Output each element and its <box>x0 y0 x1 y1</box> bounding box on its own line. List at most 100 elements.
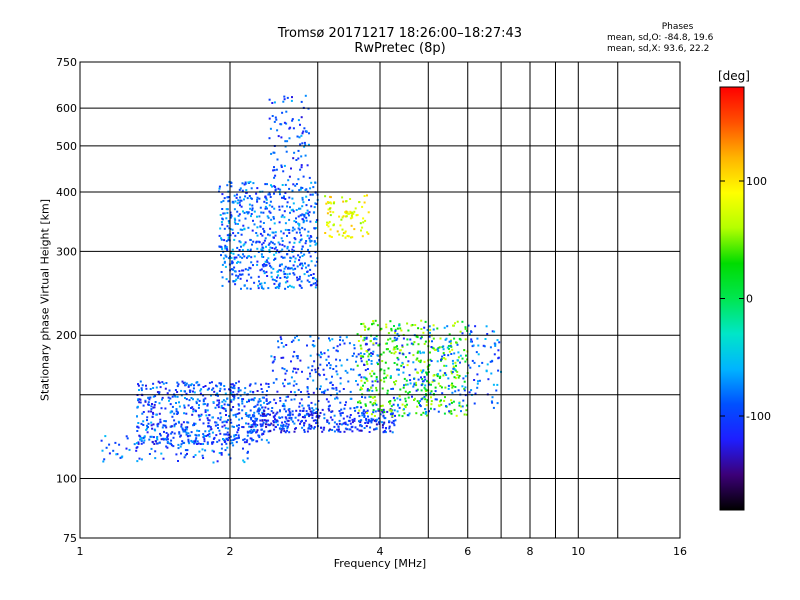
echo-point <box>417 378 420 381</box>
echo-point <box>291 420 294 423</box>
echo-point <box>364 219 367 222</box>
echo-point <box>301 198 304 201</box>
echo-point <box>392 348 395 351</box>
echo-point <box>398 414 401 417</box>
echo-point <box>264 183 267 186</box>
echo-point <box>280 342 283 344</box>
echo-point <box>153 428 156 431</box>
echo-point <box>304 143 307 146</box>
echo-point <box>247 450 249 453</box>
echo-point <box>362 355 365 358</box>
echo-point <box>267 423 270 426</box>
echo-point <box>218 185 221 188</box>
echo-point <box>367 328 370 331</box>
echo-point <box>199 392 202 395</box>
echo-point <box>225 433 227 436</box>
echo-point <box>285 344 288 346</box>
echo-point <box>260 211 263 214</box>
echo-point <box>314 264 317 267</box>
echo-point <box>238 201 241 204</box>
echo-point <box>255 232 258 234</box>
echo-point <box>459 361 461 364</box>
echo-point <box>390 388 393 390</box>
echo-point <box>288 431 291 434</box>
echo-point <box>308 406 311 409</box>
echo-point <box>326 224 328 226</box>
echo-point <box>356 364 359 367</box>
echo-point <box>217 403 220 406</box>
echo-point <box>312 282 315 285</box>
echo-point <box>242 459 245 462</box>
echo-point <box>294 267 297 270</box>
echo-point <box>265 259 268 262</box>
echo-point <box>145 384 147 387</box>
echo-point <box>430 403 433 406</box>
echo-point <box>196 440 199 443</box>
echo-point <box>286 234 288 237</box>
echo-point <box>305 413 308 416</box>
echo-point <box>358 373 361 376</box>
echo-point <box>341 228 344 231</box>
echo-point <box>445 364 448 367</box>
echo-point <box>375 378 378 381</box>
echo-point <box>282 170 285 173</box>
echo-point <box>371 380 374 383</box>
echo-point <box>252 182 255 185</box>
echo-point <box>398 395 401 398</box>
echo-point <box>470 338 473 341</box>
echo-point <box>237 223 239 225</box>
echo-point <box>361 414 364 417</box>
echo-point <box>397 334 400 337</box>
echo-point <box>406 414 409 417</box>
echo-point <box>185 412 188 415</box>
echo-point <box>280 427 283 430</box>
echo-point <box>256 424 259 427</box>
echo-point <box>121 455 124 458</box>
echo-point <box>288 137 291 140</box>
echo-point <box>232 252 235 255</box>
echo-point <box>246 439 249 442</box>
echo-point <box>204 409 207 412</box>
echo-point <box>292 355 295 358</box>
echo-point <box>160 438 163 441</box>
echo-point <box>262 265 265 268</box>
echo-point <box>494 343 497 346</box>
echo-point <box>476 337 479 340</box>
echo-point <box>198 450 201 453</box>
echo-point <box>208 432 211 435</box>
echo-point <box>283 267 286 270</box>
echo-point <box>360 335 362 338</box>
echo-point <box>219 214 222 216</box>
echo-point <box>425 404 428 407</box>
echo-point <box>297 254 300 257</box>
echo-point <box>152 395 155 398</box>
echo-point <box>391 340 394 343</box>
echo-point <box>393 325 395 327</box>
echo-point <box>281 184 284 186</box>
echo-point <box>246 287 249 290</box>
echo-point <box>373 415 376 417</box>
echo-point <box>461 385 464 388</box>
echo-point <box>295 217 297 220</box>
echo-point <box>389 375 392 378</box>
echo-point <box>243 255 246 258</box>
echo-point <box>310 426 313 429</box>
echo-point <box>187 385 190 388</box>
echo-point <box>248 414 251 417</box>
echo-point <box>308 237 311 240</box>
echo-point <box>211 431 214 434</box>
echo-point <box>357 374 360 377</box>
echo-point <box>221 284 224 287</box>
echo-point <box>232 444 235 447</box>
echo-point <box>273 247 276 250</box>
echo-point <box>140 458 143 461</box>
echo-point <box>309 410 312 413</box>
echo-point <box>336 230 339 233</box>
echo-point <box>203 438 206 441</box>
echo-point <box>297 222 300 225</box>
echo-point <box>422 411 425 414</box>
echo-point <box>270 275 273 278</box>
echo-point <box>309 255 312 258</box>
echo-point <box>141 384 144 387</box>
echo-point <box>430 390 433 393</box>
